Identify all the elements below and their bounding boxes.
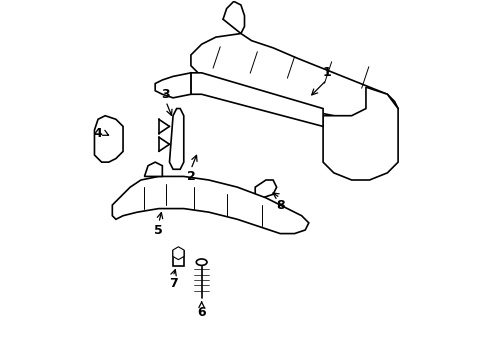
Ellipse shape — [361, 145, 370, 150]
Ellipse shape — [361, 127, 370, 133]
Polygon shape — [190, 33, 397, 119]
Polygon shape — [255, 180, 276, 198]
Polygon shape — [94, 116, 123, 162]
Text: 2: 2 — [186, 170, 195, 183]
Ellipse shape — [196, 259, 206, 265]
Polygon shape — [155, 73, 190, 98]
Ellipse shape — [166, 81, 172, 89]
Bar — [98, 137, 112, 152]
Bar — [173, 251, 183, 266]
Polygon shape — [172, 247, 183, 260]
Text: 1: 1 — [322, 66, 330, 79]
Text: 4: 4 — [94, 127, 102, 140]
Ellipse shape — [361, 159, 370, 165]
Polygon shape — [169, 109, 183, 169]
Text: 3: 3 — [161, 88, 170, 101]
Text: 6: 6 — [197, 306, 205, 319]
Text: 5: 5 — [154, 224, 163, 237]
Polygon shape — [190, 73, 323, 126]
Polygon shape — [144, 162, 162, 176]
Text: 8: 8 — [275, 198, 284, 212]
Polygon shape — [323, 87, 397, 180]
Ellipse shape — [177, 81, 183, 89]
Polygon shape — [112, 176, 308, 234]
Text: 7: 7 — [168, 277, 177, 290]
